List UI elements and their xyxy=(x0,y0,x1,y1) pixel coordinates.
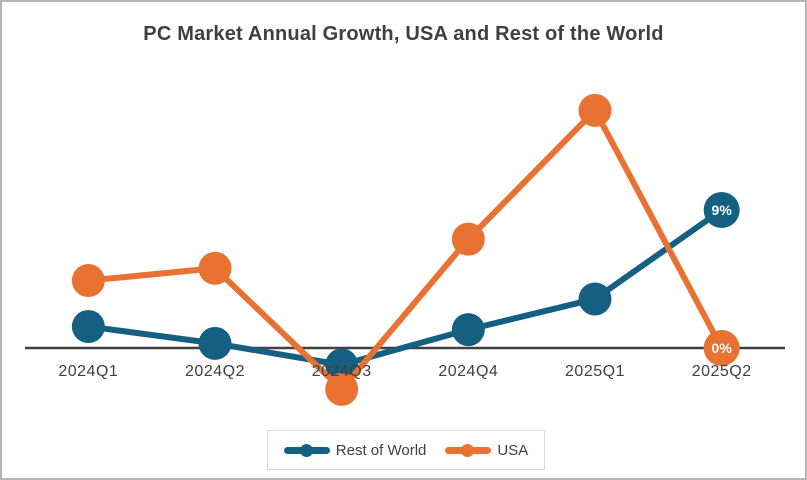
legend-label-usa: USA xyxy=(497,441,529,459)
data-point-marker xyxy=(578,282,612,316)
data-point-marker xyxy=(198,251,232,285)
data-point-marker xyxy=(325,348,359,382)
legend: Rest of World USA xyxy=(267,430,545,470)
data-point-marker xyxy=(71,264,105,298)
data-point-marker xyxy=(703,192,740,229)
line-marker-icon xyxy=(283,443,330,457)
legend-item-usa: USA xyxy=(445,442,528,459)
data-point-marker xyxy=(198,326,232,360)
data-point-marker xyxy=(578,93,612,127)
data-point-marker xyxy=(451,313,485,347)
data-point-marker xyxy=(325,372,359,406)
legend-label-rest-of-world: Rest of World xyxy=(335,441,427,459)
data-point-marker xyxy=(703,330,740,366)
data-point-marker xyxy=(451,222,485,256)
line-marker-icon xyxy=(445,443,492,457)
series-line-1 xyxy=(88,107,725,393)
data-point-marker xyxy=(71,310,105,344)
data-point-label: 0% xyxy=(712,340,733,356)
data-point-label: 9% xyxy=(712,202,733,218)
legend-item-rest-of-world: Rest of World xyxy=(283,441,427,459)
chart-title: PC Market Annual Growth, USA and Rest of… xyxy=(143,23,664,45)
series-line-0 xyxy=(87,207,724,368)
